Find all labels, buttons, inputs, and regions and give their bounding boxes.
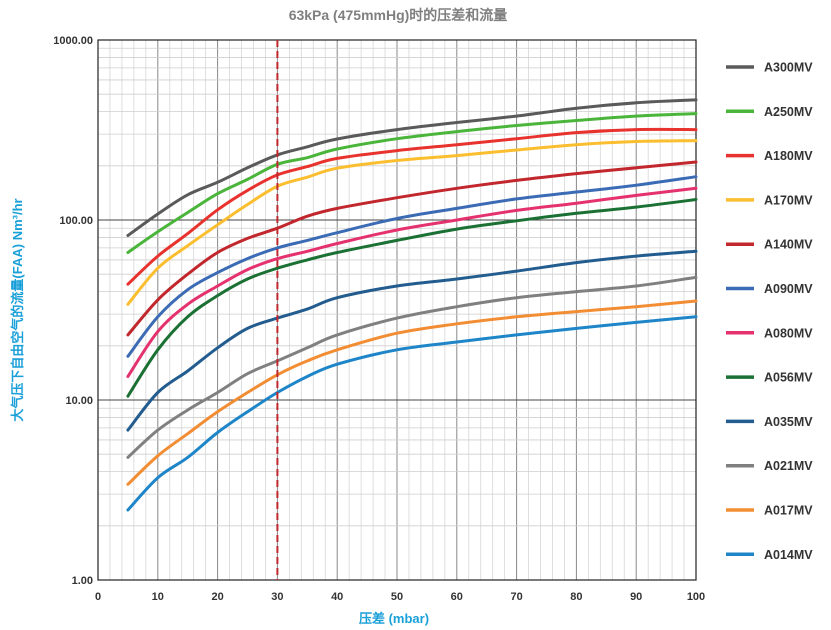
- x-tick-label: 60: [451, 591, 463, 603]
- series-line-a140mv: [126, 160, 698, 337]
- x-tick-label: 50: [391, 591, 403, 603]
- series-line-a014mv: [126, 315, 698, 512]
- legend-label-a021mv: A021MV: [764, 459, 813, 473]
- series-line-a180mv: [126, 127, 698, 286]
- series-line-a250mv: [126, 112, 698, 254]
- series-line-a017mv: [126, 299, 698, 486]
- series-line-a035mv: [126, 249, 698, 432]
- series-lines: [126, 98, 698, 512]
- series-line-a170mv: [126, 139, 698, 306]
- series-line-a080mv: [126, 186, 698, 378]
- x-tick-label: 10: [152, 591, 164, 603]
- legend-label-a250mv: A250MV: [764, 105, 813, 119]
- legend-label-a300mv: A300MV: [764, 61, 813, 75]
- x-axis-ticks: 0 10 20 30 40 50 60 70 80 90 100: [95, 591, 705, 603]
- legend-label-a014mv: A014MV: [764, 548, 813, 562]
- series-line-a090mv: [126, 175, 698, 358]
- y-tick-label: 1.00: [72, 575, 93, 587]
- series-line-a021mv: [126, 275, 698, 459]
- chart-title: 63kPa (475mmHg)时的压差和流量: [289, 7, 508, 23]
- x-tick-label: 100: [687, 591, 705, 603]
- x-tick-label: 0: [95, 591, 101, 603]
- series-line-a300mv: [126, 98, 698, 237]
- legend-label-a080mv: A080MV: [764, 326, 813, 340]
- legend-label-a017mv: A017MV: [764, 504, 813, 518]
- x-tick-label: 30: [271, 591, 283, 603]
- x-tick-label: 90: [630, 591, 642, 603]
- series-line-a056mv: [126, 198, 698, 398]
- y-tick-label: 10.00: [65, 395, 93, 407]
- legend-label-a056mv: A056MV: [764, 371, 813, 385]
- y-tick-label: 1000.00: [53, 35, 93, 47]
- plot-grid: [97, 40, 697, 581]
- x-tick-label: 40: [331, 591, 343, 603]
- y-axis-ticks: 1.00 10.00 100.00 1000.00: [53, 35, 93, 587]
- y-axis-label: 大气压下自由空气的流量(FAA) Nm³/hr: [10, 198, 25, 421]
- legend-label-a180mv: A180MV: [764, 149, 813, 163]
- legend: A300MV A250MV A180MV A170MV A140MV A090MV A080…: [726, 61, 813, 562]
- x-axis-label: 压差 (mbar): [359, 611, 429, 626]
- x-tick-label: 80: [570, 591, 582, 603]
- legend-label-a035mv: A035MV: [764, 415, 813, 429]
- x-tick-label: 20: [211, 591, 223, 603]
- legend-label-a170mv: A170MV: [764, 193, 813, 207]
- legend-label-a090mv: A090MV: [764, 282, 813, 296]
- x-tick-label: 70: [510, 591, 522, 603]
- y-tick-label: 100.00: [59, 215, 93, 227]
- legend-label-a140mv: A140MV: [764, 238, 813, 252]
- plot-area: [97, 39, 697, 581]
